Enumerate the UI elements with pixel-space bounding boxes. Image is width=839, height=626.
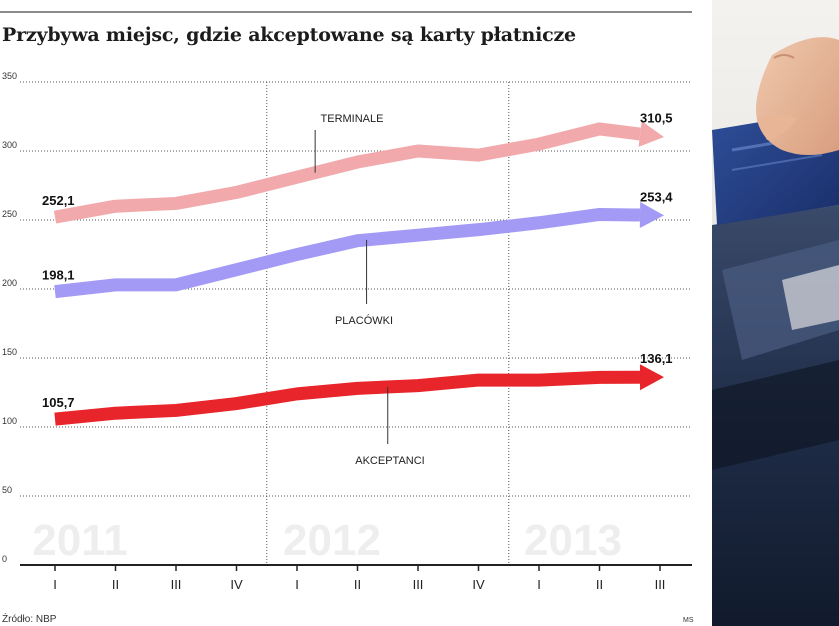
y-tick-label: 200 [2, 278, 17, 288]
x-tick-label: II [596, 577, 603, 592]
y-tick-label: 0 [2, 554, 7, 564]
source-note: Źródło: NBP [2, 614, 57, 625]
series-line-terminale [53, 122, 641, 224]
x-tick-label: II [354, 577, 361, 592]
x-tick-label: I [53, 577, 57, 592]
series-arrowhead [639, 202, 664, 229]
y-tick-label: 150 [2, 347, 17, 357]
end-value-label: 310,5 [640, 111, 673, 126]
series-arrowhead [639, 364, 664, 391]
chart-plot: 2011 2012 2013 0 50 100 150 200 250 300 350 252,1… [2, 71, 692, 592]
card-payment-terminal-photo [712, 0, 839, 626]
year-label-2013: 2013 [524, 516, 622, 565]
card-payment-photo [712, 0, 839, 626]
x-tick-label: II [112, 577, 119, 592]
x-tick-label: III [413, 577, 424, 592]
chart-panel: Przybywa miejsc, gdzie akceptowane są ka… [0, 11, 694, 625]
end-value-label: 253,4 [640, 189, 673, 204]
year-label-2011: 2011 [32, 516, 127, 565]
x-tick-label: III [171, 577, 182, 592]
year-label-2012: 2012 [283, 516, 381, 565]
series-line-placówki [54, 207, 641, 299]
y-tick-label: 100 [2, 416, 17, 426]
chart-title: Przybywa miejsc, gdzie akceptowane są ka… [2, 24, 576, 46]
y-tick-label: 350 [2, 71, 17, 81]
series-arrowhead [638, 121, 664, 147]
x-tick-label: IV [472, 577, 485, 592]
start-value-label: 252,1 [42, 193, 75, 208]
x-tick-label: III [655, 577, 666, 592]
y-tick-label: 250 [2, 209, 17, 219]
start-value-label: 105,7 [42, 395, 75, 410]
x-tick-label: I [537, 577, 541, 592]
x-tick-label: I [295, 577, 299, 592]
x-tick-label: IV [230, 577, 243, 592]
series-line-akceptanci [54, 370, 641, 426]
series-name-label: AKCEPTANCI [355, 455, 424, 467]
series-name-label: TERMINALE [321, 113, 384, 125]
top-rule [0, 11, 692, 13]
series-name-label: PLACÓWKI [335, 314, 393, 327]
end-value-label: 136,1 [640, 351, 673, 366]
author-initials: MS [683, 617, 694, 624]
y-tick-label: 300 [2, 140, 17, 150]
start-value-label: 198,1 [42, 268, 75, 283]
y-tick-label: 50 [2, 485, 12, 495]
